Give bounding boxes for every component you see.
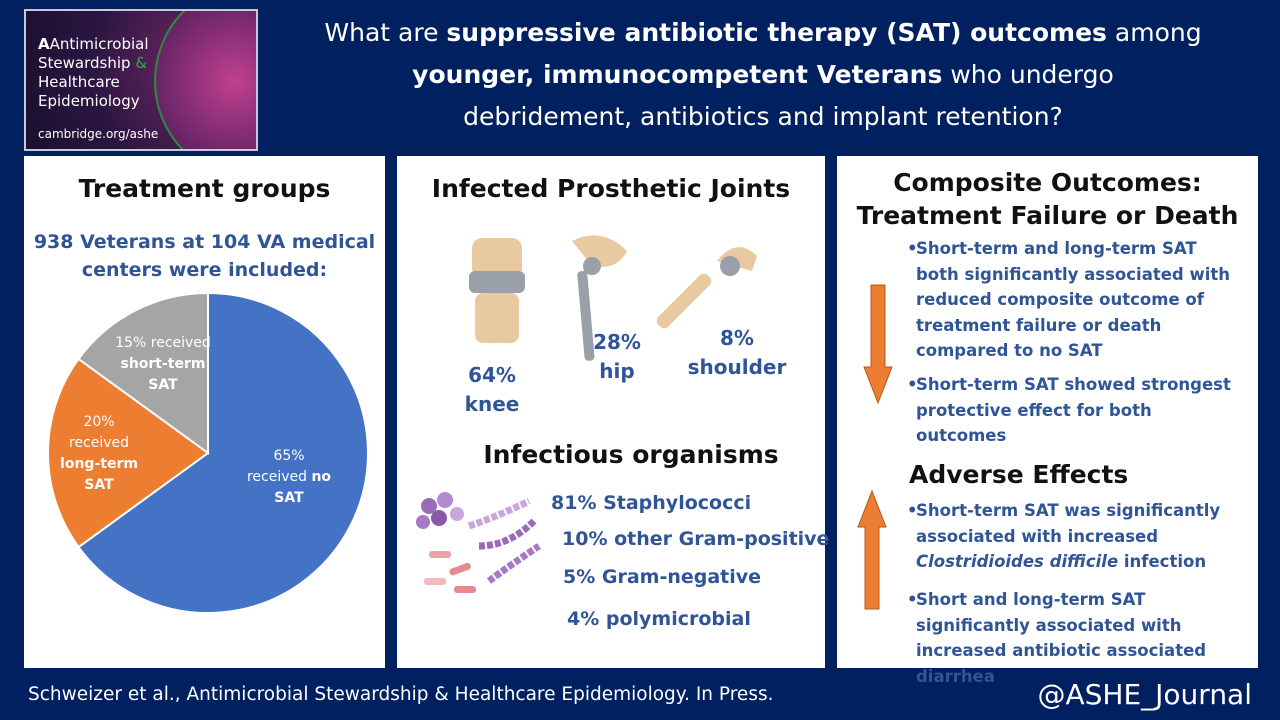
shoulder-stat: 8% shoulder <box>687 326 787 379</box>
bacteria-image <box>154 11 256 149</box>
organisms-title: Infectious organisms <box>483 440 779 469</box>
journal-logo: AAntimicrobial Stewardship & Healthcare … <box>24 9 258 151</box>
outcomes-panel: Composite Outcomes: Treatment Failure or … <box>837 156 1258 686</box>
organism-item: 4% polymicrobial <box>567 608 751 630</box>
pie-chart <box>47 291 369 614</box>
treatment-subtitle: 938 Veterans at 104 VA medical centers we… <box>33 231 376 281</box>
composite-bullet: • Short-term SAT showed strongest protect… <box>907 375 1231 445</box>
joints-title: Infected Prosthetic Joints <box>431 174 791 203</box>
composite-title: Composite Outcomes: Treatment Failure or … <box>856 168 1239 230</box>
pie-slice-0 <box>77 291 369 614</box>
citation: Schweizer et al., Antimicrobial Stewards… <box>28 684 774 705</box>
arrow-down-icon <box>863 284 893 404</box>
composite-bullet: • Short-term and long-term SAT both signi… <box>907 239 1230 360</box>
twitter-handle[interactable]: @ASHE_Journal <box>1037 678 1252 711</box>
joint-illustrations <box>469 235 757 361</box>
pie-slice-2 <box>77 291 209 455</box>
knee-icon <box>469 238 525 343</box>
organism-item: 10% other Gram-positive <box>562 528 830 550</box>
adverse-bullet: • Short-term SAT was significantly associ… <box>907 501 1221 571</box>
treatment-groups-panel: Treatment groups 938 Veterans at 104 VA … <box>24 156 385 668</box>
pie-slice-1 <box>47 357 210 549</box>
arrow-up-icon <box>857 490 887 610</box>
organism-item: 81% Staphylococci <box>551 492 752 514</box>
treatment-title: Treatment groups <box>78 174 331 203</box>
joints-organisms-panel: Infected Prosthetic Joints 64% knee 28% hi… <box>397 156 829 668</box>
hip-stat: 28% hip <box>593 330 641 383</box>
pie-label-long: 20% received long-term SAT <box>60 414 138 493</box>
adverse-bullet: • Short and long-term SAT significantly a… <box>907 590 1207 686</box>
pie-label-no: 65% received no SAT <box>246 448 332 506</box>
adverse-title: Adverse Effects <box>909 460 1129 489</box>
logo-url: cambridge.org/ashe <box>38 127 159 141</box>
knee-stat: 64% knee <box>464 363 520 416</box>
organism-item: 5% Gram-negative <box>563 566 762 588</box>
hip-icon <box>572 235 627 361</box>
shoulder-icon <box>656 247 757 329</box>
pie-label-short: 15% received short-term SAT <box>115 335 211 393</box>
bacteria-icon <box>416 492 541 593</box>
logo-text: AAntimicrobial Stewardship & Healthcare … <box>38 35 149 110</box>
headline: What are suppressive antibiotic therapy … <box>324 18 1202 131</box>
